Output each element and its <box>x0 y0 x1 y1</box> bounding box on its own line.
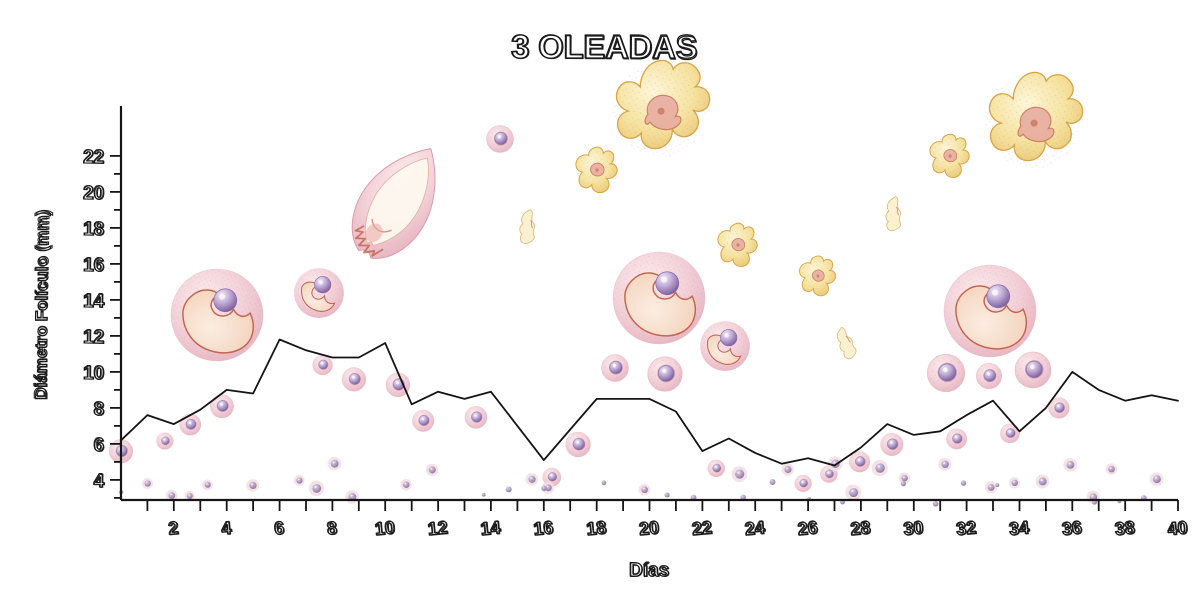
svg-text:36: 36 <box>1062 518 1084 540</box>
svg-text:3 OLEADAS: 3 OLEADAS <box>512 28 698 66</box>
svg-text:38: 38 <box>1114 518 1136 540</box>
svg-text:20: 20 <box>639 518 661 540</box>
svg-text:6: 6 <box>94 435 105 456</box>
svg-text:28: 28 <box>850 518 872 540</box>
svg-text:34: 34 <box>1009 518 1031 540</box>
svg-text:Diámetro Folículo (mm): Diámetro Folículo (mm) <box>31 209 53 399</box>
svg-text:40: 40 <box>1167 518 1189 540</box>
svg-text:16: 16 <box>533 518 555 540</box>
svg-text:16: 16 <box>83 255 105 276</box>
svg-text:4: 4 <box>94 471 105 492</box>
svg-text:12: 12 <box>83 327 105 348</box>
svg-text:18: 18 <box>586 518 608 540</box>
svg-text:30: 30 <box>903 518 925 540</box>
svg-text:8: 8 <box>94 399 105 420</box>
svg-text:24: 24 <box>744 518 766 540</box>
svg-text:32: 32 <box>956 518 978 540</box>
svg-text:18: 18 <box>83 219 105 240</box>
svg-text:8: 8 <box>327 518 339 539</box>
svg-text:26: 26 <box>797 518 819 540</box>
svg-text:14: 14 <box>480 518 502 540</box>
svg-text:6: 6 <box>274 518 286 539</box>
svg-text:10: 10 <box>83 363 105 384</box>
svg-text:22: 22 <box>692 518 714 540</box>
svg-text:20: 20 <box>83 183 105 204</box>
svg-text:22: 22 <box>83 147 105 168</box>
svg-text:Días: Días <box>630 561 670 582</box>
svg-text:12: 12 <box>427 518 449 540</box>
svg-text:4: 4 <box>221 518 233 539</box>
svg-text:14: 14 <box>83 291 105 312</box>
svg-text:10: 10 <box>374 518 396 540</box>
svg-text:2: 2 <box>168 518 180 539</box>
